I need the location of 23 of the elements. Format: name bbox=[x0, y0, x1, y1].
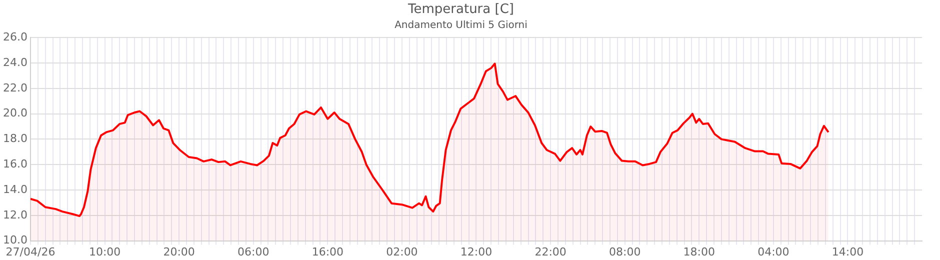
y-tick-label: 14.0 bbox=[2, 182, 28, 196]
x-tick-label: 16:00 bbox=[312, 245, 344, 258]
x-tick-label: 20:00 bbox=[163, 245, 195, 258]
x-tick-label: 12:00 bbox=[460, 245, 492, 258]
x-tick-label: 10:00 bbox=[88, 245, 121, 258]
y-tick-label: 12.0 bbox=[2, 208, 28, 222]
y-tick-label: 20.0 bbox=[2, 106, 28, 120]
y-tick-label: 18.0 bbox=[2, 132, 28, 146]
x-tick-label: 06:00 bbox=[238, 245, 270, 258]
y-tick-label: 16.0 bbox=[2, 157, 28, 170]
x-tick-label: 18:00 bbox=[683, 245, 715, 258]
chart-subtitle: Andamento Ultimi 5 Giorni bbox=[394, 20, 528, 32]
y-tick-label: 26.0 bbox=[2, 30, 28, 44]
x-tick-label: 08:00 bbox=[608, 245, 641, 258]
x-tick-label: 02:00 bbox=[386, 245, 418, 258]
chart-title: Temperatura [C] bbox=[407, 2, 514, 18]
y-tick-label: 10.0 bbox=[2, 234, 28, 247]
y-tick-label: 24.0 bbox=[2, 56, 28, 69]
x-tick-label: 04:00 bbox=[758, 245, 790, 258]
x-tick-label: 22:00 bbox=[534, 245, 566, 258]
x-tick-label: 27/04/26 bbox=[6, 245, 56, 258]
x-tick-label: 14:00 bbox=[832, 245, 864, 258]
y-tick-label: 22.0 bbox=[2, 81, 28, 94]
